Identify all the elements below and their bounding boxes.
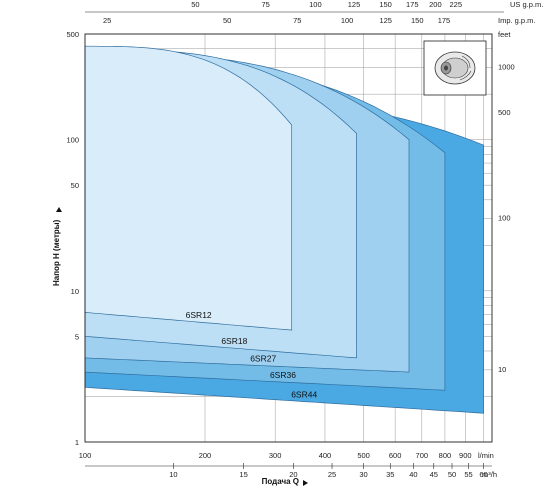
x-tick-usgpm: 50 — [191, 0, 199, 9]
x-tick-lmin: 700 — [416, 451, 429, 460]
x-tick-m3h: 10 — [169, 470, 177, 479]
x-tick-usgpm: 100 — [309, 0, 322, 9]
y-tick-meters: 500 — [66, 30, 79, 39]
series-label-6sr12: 6SR12 — [186, 310, 212, 320]
x-unit-lmin: l/min — [478, 451, 494, 460]
x-tick-m3h: 20 — [289, 470, 297, 479]
y-tick-feet: 1000 — [498, 62, 515, 71]
x-tick-lmin: 200 — [199, 451, 212, 460]
series-label-6sr18: 6SR18 — [221, 336, 247, 346]
series-areas — [84, 45, 484, 414]
series-label-6sr44: 6SR44 — [291, 390, 317, 400]
x-tick-usgpm: 200 — [429, 0, 442, 9]
x-tick-usgpm: 225 — [450, 0, 463, 9]
y-tick-feet: 500 — [498, 108, 511, 117]
x-tick-m3h: 25 — [328, 470, 336, 479]
x-unit-usgpm: US g.p.m. — [510, 0, 543, 9]
y-axis-label: Напор H (метры) — [52, 219, 61, 286]
x-tick-m3h: 30 — [359, 470, 367, 479]
x-tick-lmin: 400 — [319, 451, 332, 460]
x-tick-impgpm: 75 — [293, 16, 301, 25]
x-tick-usgpm: 125 — [348, 0, 361, 9]
x-tick-usgpm: 175 — [406, 0, 419, 9]
x-tick-impgpm: 150 — [411, 16, 424, 25]
y-tick-meters: 1 — [75, 438, 79, 447]
y-tick-meters: 100 — [66, 136, 79, 145]
x-unit-m3h: m³/h — [482, 470, 497, 479]
x-tick-impgpm: 25 — [103, 16, 111, 25]
x-tick-m3h: 45 — [430, 470, 438, 479]
x-tick-m3h: 50 — [448, 470, 456, 479]
y-tick-feet: 100 — [498, 214, 511, 223]
x-tick-m3h: 40 — [409, 470, 417, 479]
y-tick-meters: 50 — [71, 181, 79, 190]
series-area-6sr12 — [84, 45, 293, 331]
y-tick-feet: 10 — [498, 365, 506, 374]
x-tick-m3h: 60 — [479, 470, 487, 479]
x-tick-lmin: 800 — [439, 451, 452, 460]
x-unit-impgpm: Imp. g.p.m. — [498, 16, 536, 25]
x-tick-impgpm: 100 — [341, 16, 354, 25]
x-axis-arrow-icon — [303, 480, 308, 486]
x-tick-lmin: 600 — [389, 451, 402, 460]
x-tick-m3h: 55 — [464, 470, 472, 479]
x-tick-usgpm: 150 — [379, 0, 392, 9]
series-label-6sr36: 6SR36 — [270, 370, 296, 380]
y-unit-feet: feet — [498, 30, 511, 39]
x-tick-m3h: 15 — [239, 470, 247, 479]
x-tick-impgpm: 125 — [379, 16, 392, 25]
x-tick-usgpm: 75 — [261, 0, 269, 9]
x-tick-lmin: 300 — [269, 451, 282, 460]
x-axis-label: Подача Q — [262, 477, 299, 486]
y-axis-arrow-icon — [56, 207, 62, 212]
x-tick-impgpm: 50 — [223, 16, 231, 25]
series-label-6sr27: 6SR27 — [250, 354, 276, 364]
y-tick-meters: 5 — [75, 332, 79, 341]
x-tick-m3h: 35 — [386, 470, 394, 479]
x-tick-lmin: 900 — [459, 451, 472, 460]
y-tick-meters: 10 — [71, 287, 79, 296]
x-tick-lmin: 500 — [357, 451, 370, 460]
plot-frame — [84, 33, 493, 443]
x-tick-lmin: 100 — [79, 451, 92, 460]
pump-impeller-icon — [423, 40, 487, 96]
x-tick-impgpm: 175 — [438, 16, 451, 25]
